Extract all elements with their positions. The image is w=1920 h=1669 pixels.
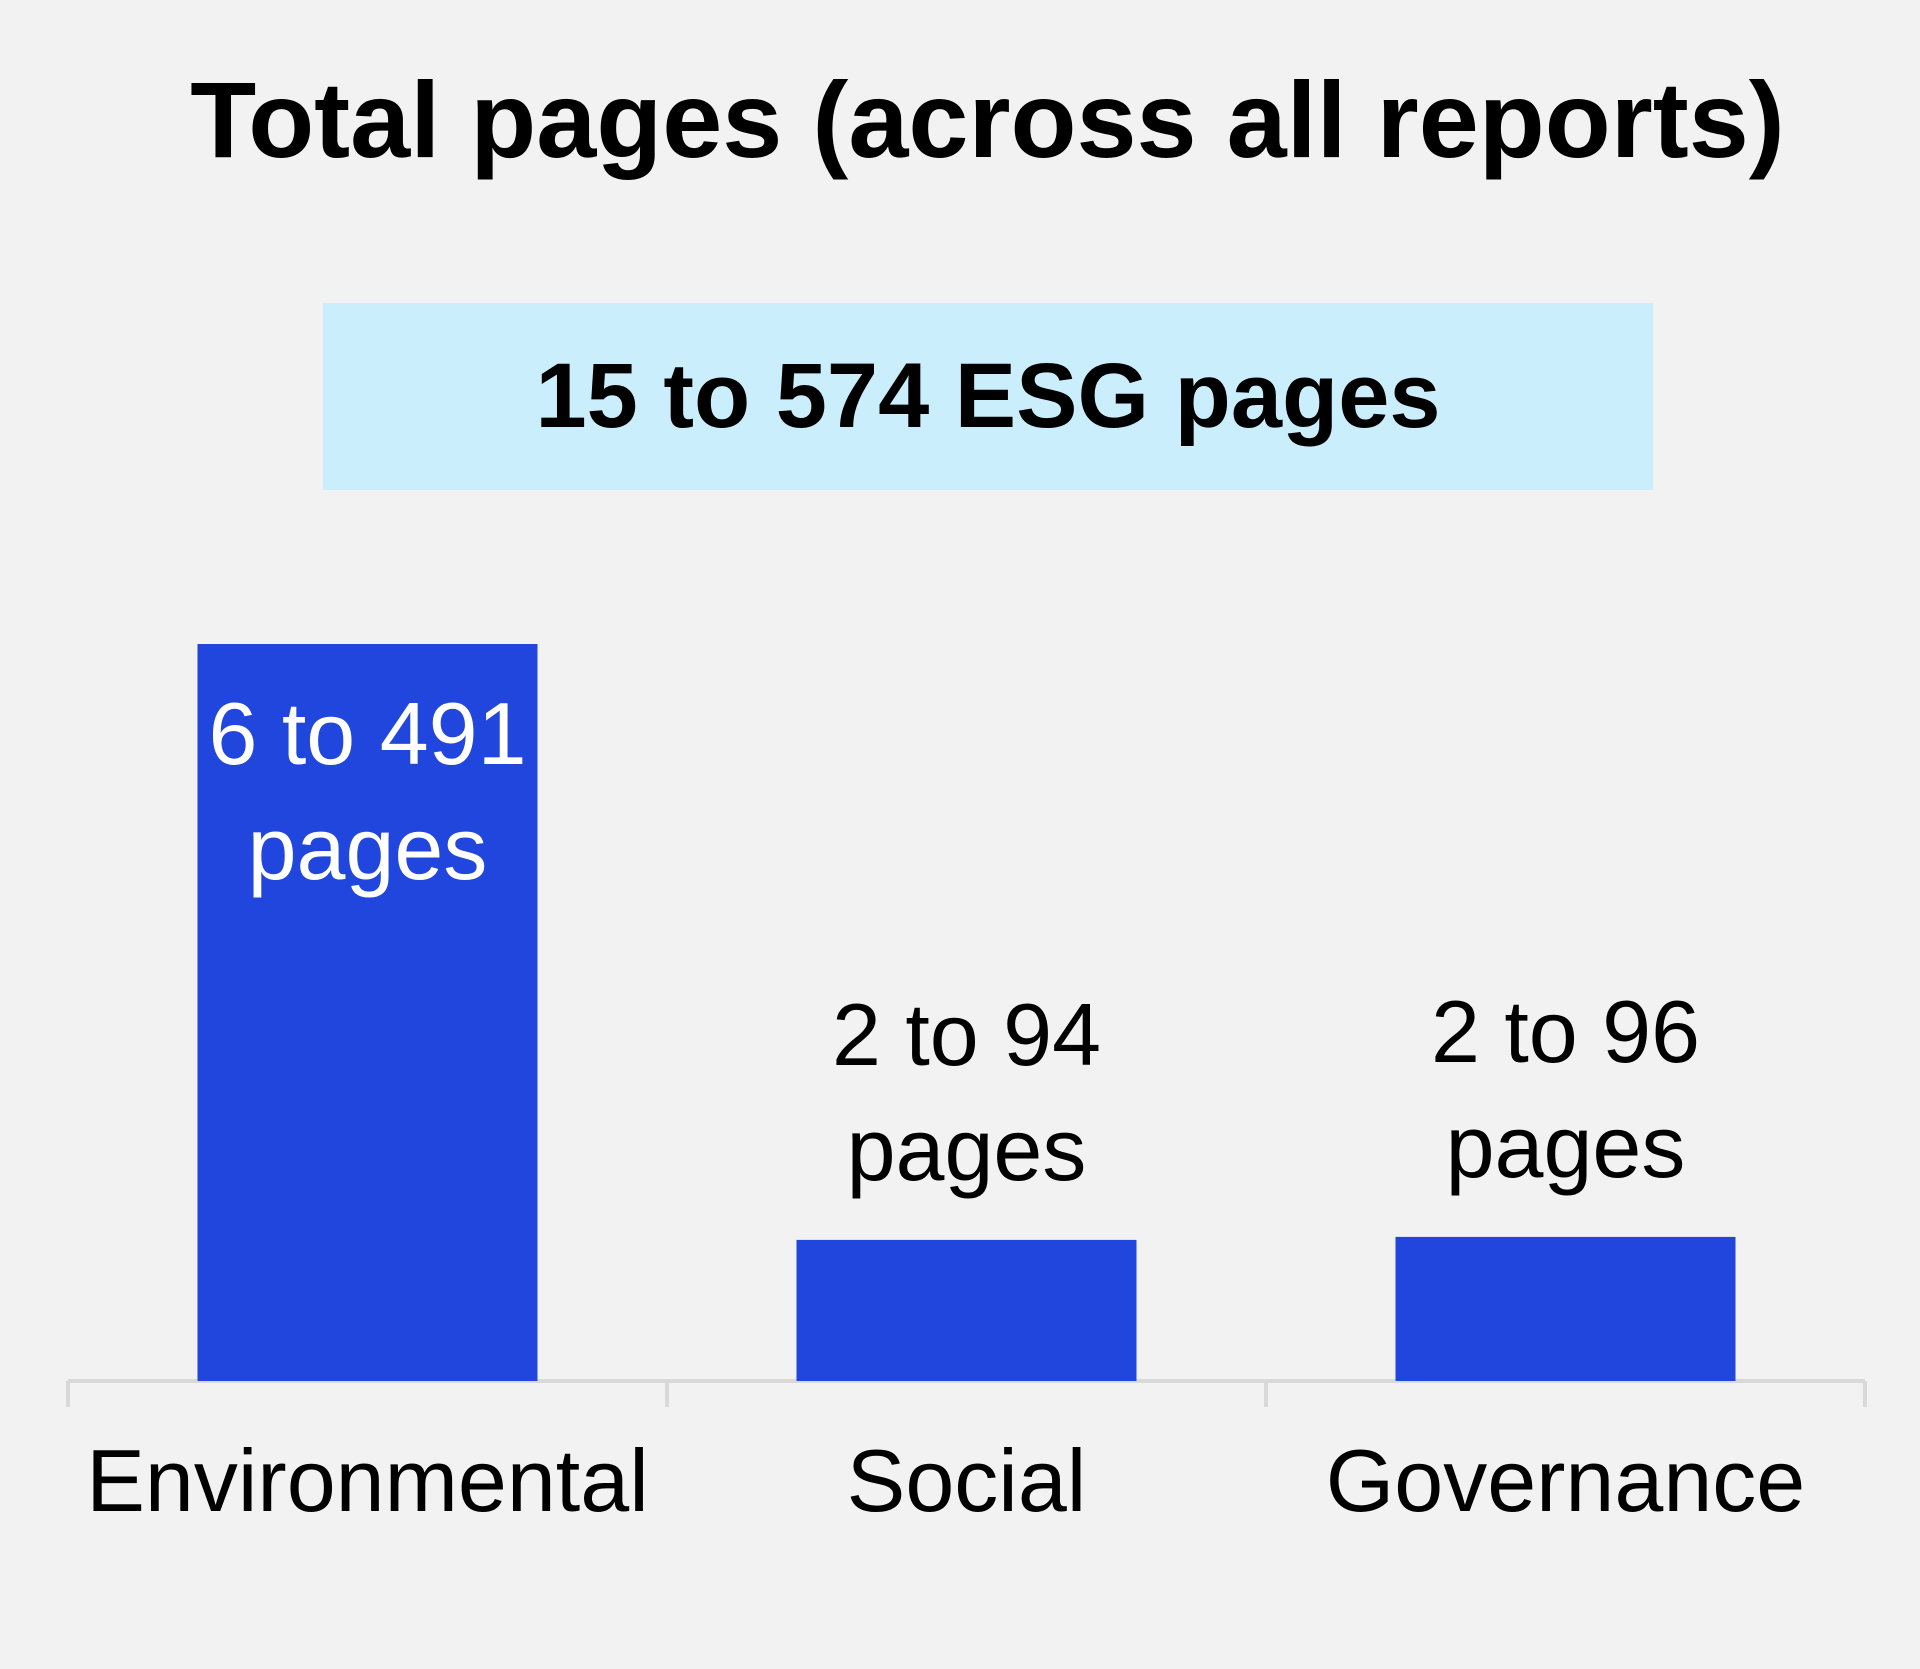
data-label-line: 6 to 491 [208, 684, 526, 783]
data-label-line: pages [248, 799, 488, 898]
summary-box: 15 to 574 ESG pages [323, 303, 1653, 490]
category-label-governance: Governance [1326, 1431, 1805, 1530]
bar-social [796, 1239, 1137, 1381]
category-label-social: Social [847, 1431, 1087, 1530]
category-label-environmental: Environmental [86, 1431, 649, 1530]
data-label-governance: 2 to 96 pages [1431, 982, 1700, 1196]
bar-environmental [197, 644, 538, 1381]
data-label-line: 2 to 94 [832, 985, 1101, 1084]
data-label-line: pages [1446, 1097, 1686, 1196]
summary-label: 15 to 574 ESG pages [535, 345, 1441, 447]
data-label-line: pages [847, 1100, 1087, 1199]
data-label-line: 2 to 96 [1431, 982, 1700, 1081]
chart-title: Total pages (across all reports) [190, 59, 1785, 180]
data-label-social: 2 to 94 pages [832, 985, 1101, 1199]
bar-governance [1395, 1236, 1736, 1381]
data-label-environmental: 6 to 491 pages [208, 684, 526, 898]
